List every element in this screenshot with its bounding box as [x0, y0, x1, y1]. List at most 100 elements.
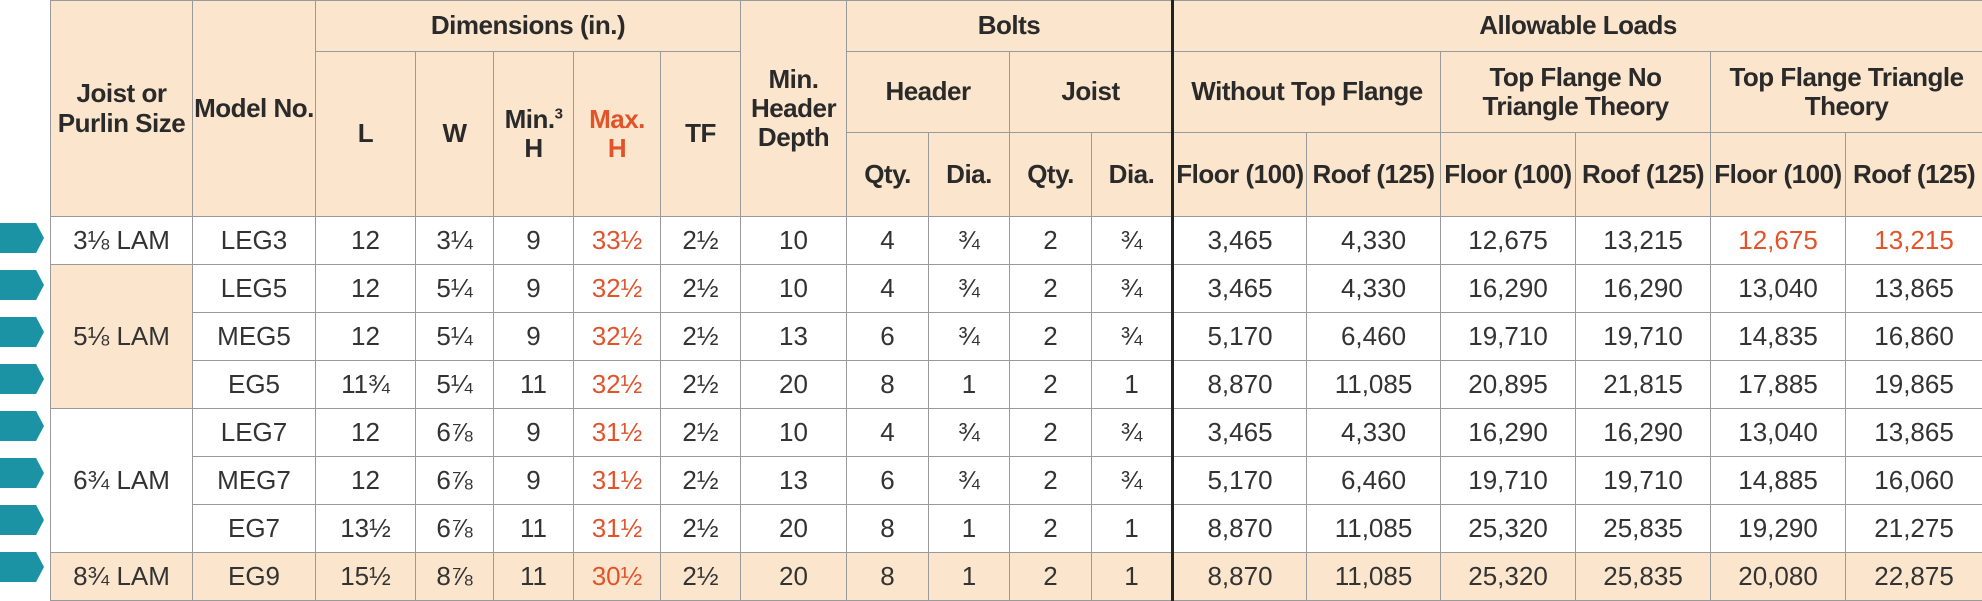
header-no-triangle-floor: Floor (100) [1441, 133, 1576, 217]
cell-L: 15½ [316, 553, 416, 601]
cell-no-triangle-floor: 19,710 [1441, 313, 1576, 361]
header-tf-triangle: Top Flange Triangle Theory [1711, 52, 1982, 133]
cell-min-header-depth: 10 [741, 409, 847, 457]
cell-joist-dia: ¾ [1092, 217, 1173, 265]
header-without-roof: Roof (125) [1307, 133, 1441, 217]
cell-L: 13½ [316, 505, 416, 553]
cell-triangle-roof: 13,215 [1846, 217, 1982, 265]
cell-header-dia: ¾ [929, 217, 1010, 265]
cell-min-header-depth: 13 [741, 313, 847, 361]
cell-tf: 2½ [661, 361, 741, 409]
row-marker-arrow-icon [0, 552, 44, 582]
cell-no-triangle-floor: 16,290 [1441, 409, 1576, 457]
header-model-no: Model No. [193, 1, 316, 217]
cell-no-triangle-floor: 20,895 [1441, 361, 1576, 409]
cell-without-floor: 5,170 [1173, 313, 1307, 361]
cell-triangle-floor: 20,080 [1711, 553, 1846, 601]
cell-no-triangle-roof: 13,215 [1576, 217, 1711, 265]
cell-without-floor: 5,170 [1173, 457, 1307, 505]
cell-triangle-roof: 13,865 [1846, 409, 1982, 457]
row-marker-arrow-icon [0, 411, 44, 441]
row-marker-arrow-icon [0, 364, 44, 394]
cell-W: 5¼ [416, 361, 494, 409]
cell-tf: 2½ [661, 457, 741, 505]
cell-no-triangle-floor: 19,710 [1441, 457, 1576, 505]
cell-min-header-depth: 20 [741, 553, 847, 601]
cell-joist-size: 3⅛ LAM [51, 217, 193, 265]
cell-no-triangle-roof: 16,290 [1576, 265, 1711, 313]
cell-joist-dia: 1 [1092, 505, 1173, 553]
cell-no-triangle-floor: 12,675 [1441, 217, 1576, 265]
cell-joist-qty: 2 [1010, 553, 1092, 601]
header-L: L [316, 52, 416, 217]
cell-without-roof: 4,330 [1307, 265, 1441, 313]
cell-header-qty: 4 [847, 265, 929, 313]
header-without-floor: Floor (100) [1173, 133, 1307, 217]
cell-min-header-depth: 10 [741, 217, 847, 265]
header-tf-no-triangle: Top Flange No Triangle Theory [1441, 52, 1711, 133]
cell-header-qty: 6 [847, 457, 929, 505]
cell-header-qty: 4 [847, 409, 929, 457]
cell-min-h: 9 [494, 457, 574, 505]
cell-min-h: 9 [494, 409, 574, 457]
cell-tf: 2½ [661, 265, 741, 313]
cell-joist-dia: 1 [1092, 553, 1173, 601]
cell-header-dia: 1 [929, 361, 1010, 409]
cell-max-h: 31½ [574, 457, 661, 505]
cell-joist-dia: ¾ [1092, 265, 1173, 313]
cell-W: 6⅞ [416, 505, 494, 553]
cell-without-roof: 6,460 [1307, 313, 1441, 361]
cell-triangle-floor: 12,675 [1711, 217, 1846, 265]
cell-without-floor: 3,465 [1173, 265, 1307, 313]
header-dimensions: Dimensions (in.) [316, 1, 741, 52]
cell-max-h: 32½ [574, 313, 661, 361]
cell-model: EG9 [193, 553, 316, 601]
cell-model: MEG5 [193, 313, 316, 361]
cell-without-roof: 4,330 [1307, 409, 1441, 457]
cell-header-dia: ¾ [929, 265, 1010, 313]
header-header-dia: Dia. [929, 133, 1010, 217]
header-bolts-header: Header [847, 52, 1010, 133]
cell-joist-dia: ¾ [1092, 409, 1173, 457]
cell-min-h: 9 [494, 265, 574, 313]
cell-triangle-roof: 16,060 [1846, 457, 1982, 505]
cell-joist-qty: 2 [1010, 505, 1092, 553]
header-bolts: Bolts [847, 1, 1173, 52]
row-marker-arrow-icon [0, 270, 44, 300]
cell-max-h: 30½ [574, 553, 661, 601]
cell-joist-qty: 2 [1010, 313, 1092, 361]
header-joist-size: Joist or Purlin Size [51, 1, 193, 217]
header-allowable-loads: Allowable Loads [1173, 1, 1982, 52]
cell-W: 8⅞ [416, 553, 494, 601]
cell-triangle-roof: 19,865 [1846, 361, 1982, 409]
cell-triangle-roof: 16,860 [1846, 313, 1982, 361]
cell-model: LEG3 [193, 217, 316, 265]
table-row: 8¾ LAM EG9 15½ 8⅞ 11 30½ 2½ 20 8 1 2 1 8… [51, 553, 1982, 601]
cell-min-header-depth: 13 [741, 457, 847, 505]
header-bolts-joist: Joist [1010, 52, 1173, 133]
table-row: 6¾ LAM LEG7 12 6⅞ 9 31½ 2½ 10 4 ¾ 2 ¾ 3,… [51, 409, 1982, 457]
cell-header-qty: 8 [847, 505, 929, 553]
table-row: EG7 13½ 6⅞ 11 31½ 2½ 20 8 1 2 1 8,870 11… [51, 505, 1982, 553]
cell-W: 5¼ [416, 265, 494, 313]
header-joist-qty: Qty. [1010, 133, 1092, 217]
cell-without-roof: 4,330 [1307, 217, 1441, 265]
header-tf: TF [661, 52, 741, 217]
cell-joist-size: 6¾ LAM [51, 409, 193, 553]
cell-triangle-floor: 14,885 [1711, 457, 1846, 505]
cell-header-dia: ¾ [929, 457, 1010, 505]
cell-tf: 2½ [661, 313, 741, 361]
cell-without-roof: 11,085 [1307, 361, 1441, 409]
cell-joist-qty: 2 [1010, 457, 1092, 505]
cell-L: 12 [316, 313, 416, 361]
cell-header-dia: ¾ [929, 409, 1010, 457]
cell-min-header-depth: 10 [741, 265, 847, 313]
table-row: EG5 11¾ 5¼ 11 32½ 2½ 20 8 1 2 1 8,870 11… [51, 361, 1982, 409]
cell-no-triangle-roof: 21,815 [1576, 361, 1711, 409]
cell-W: 6⅞ [416, 409, 494, 457]
cell-triangle-roof: 21,275 [1846, 505, 1982, 553]
cell-triangle-floor: 19,290 [1711, 505, 1846, 553]
table-row: MEG7 12 6⅞ 9 31½ 2½ 13 6 ¾ 2 ¾ 5,170 6,4… [51, 457, 1982, 505]
cell-joist-dia: ¾ [1092, 457, 1173, 505]
cell-without-floor: 3,465 [1173, 217, 1307, 265]
